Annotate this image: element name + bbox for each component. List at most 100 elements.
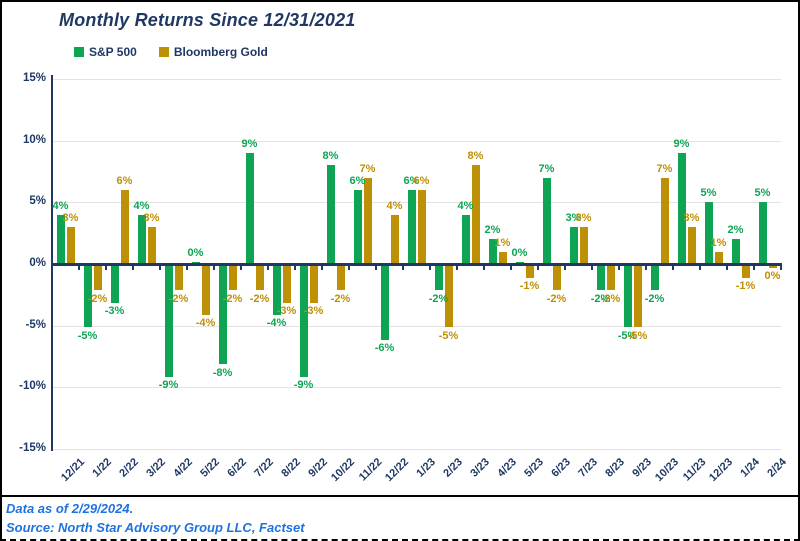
footer-data-as-of: Data as of 2/29/2024.: [6, 501, 134, 516]
bar-label-gold: -2%: [546, 292, 567, 305]
bar-label-sp500: -9%: [293, 379, 314, 391]
bar-gold: [363, 177, 372, 264]
legend-item-gold: Bloomberg Gold: [158, 45, 268, 59]
bar-gold: [660, 177, 669, 264]
y-tick-label: 5%: [29, 195, 46, 208]
bar-label-sp500: -4%: [266, 317, 287, 330]
bar-label-gold: -2%: [222, 292, 243, 305]
footer-source: Source: North Star Advisory Group LLC, F…: [6, 520, 305, 535]
bar-label-sp500: 6%: [403, 175, 420, 187]
bar-label-sp500: 3%: [565, 212, 582, 224]
bar-sp500: [407, 190, 416, 264]
bar-gold: [687, 227, 696, 264]
bar-sp500: [731, 239, 740, 264]
bar-label-gold: -3%: [276, 305, 297, 317]
bar-gold: [147, 227, 156, 264]
gridline--10: [52, 387, 781, 389]
bar-label-gold: -2%: [249, 292, 270, 305]
bar-sp500: [299, 265, 308, 377]
bar-sp500: [137, 214, 146, 264]
bar-label-sp500: 2%: [484, 224, 501, 237]
axis-tick: [483, 263, 485, 270]
bar-gold: [336, 265, 345, 291]
bar-label-gold: -1%: [519, 280, 540, 293]
bar-gold: [606, 265, 615, 291]
bar-gold: [174, 265, 183, 291]
axis-tick: [564, 263, 566, 270]
bar-label-gold: 7%: [359, 162, 376, 175]
bar-label-sp500: -8%: [212, 366, 233, 379]
bar-sp500: [704, 202, 713, 264]
axis-tick: [672, 263, 674, 270]
bar-gold: [552, 265, 561, 291]
bar-label-gold: 1%: [494, 236, 511, 249]
bar-sp500: [353, 190, 362, 264]
bar-label-sp500: 4%: [52, 199, 69, 212]
bar-sp500: [650, 265, 659, 291]
bar-gold: [633, 265, 642, 328]
bar-label-sp500: 0%: [187, 246, 204, 259]
chart-title: Monthly Returns Since 12/31/2021: [59, 10, 356, 30]
bar-label-gold: 6%: [116, 175, 133, 187]
axis-tick: [726, 263, 728, 270]
bar-label-gold: 3%: [683, 212, 700, 224]
y-tick-label: -15%: [19, 442, 46, 454]
bar-sp500: [758, 202, 767, 264]
bar-label-sp500: -9%: [158, 379, 179, 391]
axis-tick: [510, 263, 512, 270]
legend-label-gold: Bloomberg Gold: [173, 45, 268, 59]
bar-label-sp500: -2%: [428, 292, 449, 305]
axis-tick: [294, 263, 296, 270]
bar-sp500: [272, 265, 281, 315]
bar-label-gold: 3%: [62, 212, 79, 224]
plot-area: 4% -5% -3% 4% -9% 0% -8% 9% -4% -9% 8% 6% -6% 6% -2% 4%…: [51, 75, 782, 451]
sp500-swatch-icon: [74, 47, 84, 57]
bar-label-sp500: 5%: [754, 187, 771, 200]
bar-label-gold: 7%: [656, 162, 673, 175]
bar-gold: [444, 265, 453, 328]
bar-label-gold: -5%: [627, 329, 648, 342]
axis-tick: [348, 263, 350, 270]
bar-gold: [741, 265, 750, 278]
bar-sp500: [218, 265, 227, 365]
bar-sp500: [677, 153, 686, 264]
bar-sp500: [623, 265, 632, 328]
bar-label-gold: -4%: [195, 317, 216, 330]
bar-label-sp500: 4%: [457, 199, 474, 212]
gridline--15: [52, 449, 781, 450]
axis-tick: [537, 263, 539, 270]
axis-tick: [321, 263, 323, 270]
bar-gold: [768, 265, 777, 268]
axis-tick: [78, 263, 80, 270]
axis-tick: [186, 263, 188, 270]
bar-label-gold: -2%: [600, 292, 621, 305]
axis-tick: [267, 263, 269, 270]
bar-sp500: [56, 214, 65, 264]
bar-label-sp500: 7%: [538, 162, 555, 175]
gridline-10: [52, 140, 781, 142]
bar-label-gold: 1%: [710, 236, 727, 249]
legend: S&P 500 Bloomberg Gold: [74, 45, 268, 59]
bar-label-sp500: 9%: [673, 138, 690, 150]
bar-gold: [390, 214, 399, 264]
bar-label-sp500: -5%: [617, 329, 638, 342]
bar-label-sp500: 0%: [511, 246, 528, 259]
footer: Data as of 2/29/2024. Source: North Star…: [2, 497, 798, 539]
bar-label-gold: 4%: [386, 199, 403, 212]
bar-label-gold: -2%: [87, 292, 108, 305]
x-axis-zero-line: [52, 263, 781, 266]
bar-sp500: [434, 265, 443, 291]
bar-label-sp500: -5%: [77, 329, 98, 342]
axis-tick: [105, 263, 107, 270]
bar-sp500: [596, 265, 605, 291]
bar-label-sp500: 6%: [349, 175, 366, 187]
axis-tick: [456, 263, 458, 270]
chart-section: Monthly Returns Since 12/31/2021 S&P 500…: [2, 2, 798, 497]
bar-gold: [201, 265, 210, 315]
axis-tick: [402, 263, 404, 270]
gridline--5: [52, 325, 781, 327]
axis-tick: [618, 263, 620, 270]
bar-gold: [228, 265, 237, 291]
bar-gold: [120, 190, 129, 264]
